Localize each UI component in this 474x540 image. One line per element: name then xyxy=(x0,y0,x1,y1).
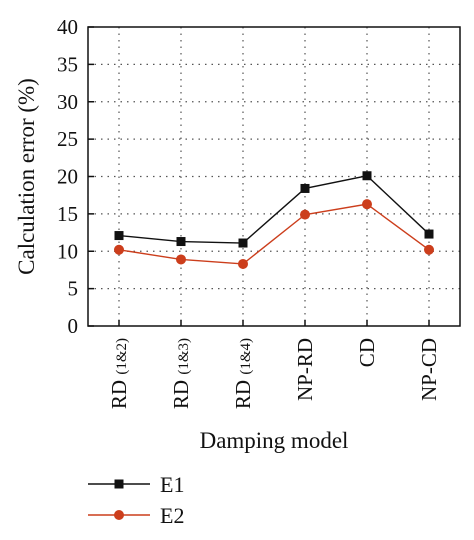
data-point xyxy=(362,199,372,210)
data-point xyxy=(300,209,310,220)
legend-item-E2: E2 xyxy=(88,503,184,528)
series-E1 xyxy=(114,171,434,248)
y-tick-label: 0 xyxy=(68,314,79,338)
y-tick-label: 25 xyxy=(57,127,78,151)
y-tick-label: 20 xyxy=(57,165,78,189)
y-tick-label: 30 xyxy=(57,90,78,114)
plot-frame xyxy=(87,26,461,327)
legend-label: E1 xyxy=(160,472,184,497)
axis-ticks xyxy=(88,26,430,327)
y-tick-labels: 0 5 10 15 20 25 30 35 40 xyxy=(57,15,78,338)
x-tick-label: CD xyxy=(355,338,379,367)
x-tick-labels: RD (1&2) RD (1&3) RD (1&4) NP-RD CD NP-CD xyxy=(107,338,441,409)
series-line-E2 xyxy=(118,203,430,265)
legend-item-E1: E1 xyxy=(88,472,184,497)
y-axis-title: Calculation error (%) xyxy=(14,78,39,275)
y-tick-label: 40 xyxy=(57,15,78,39)
data-point xyxy=(300,183,310,193)
x-tick-label: NP-CD xyxy=(417,338,441,401)
legend-marker xyxy=(114,479,124,489)
data-point xyxy=(114,244,124,255)
data-point xyxy=(176,254,186,265)
series-line-E1 xyxy=(118,174,430,244)
grid xyxy=(88,27,460,326)
x-tick-label: RD (1&3) xyxy=(169,338,193,409)
data-point xyxy=(424,244,434,255)
series xyxy=(114,171,434,269)
x-tick-label: RD (1&4) xyxy=(231,338,255,409)
x-axis-title: Damping model xyxy=(200,428,349,453)
series-E2 xyxy=(114,199,434,269)
data-point xyxy=(238,258,248,269)
data-point xyxy=(362,171,372,181)
y-tick-label: 5 xyxy=(68,277,79,301)
data-point xyxy=(424,229,434,239)
data-point xyxy=(176,237,186,247)
legend-label: E2 xyxy=(160,503,184,528)
y-tick-label: 15 xyxy=(57,202,78,226)
y-tick-label: 35 xyxy=(57,52,78,76)
data-point xyxy=(114,231,124,241)
x-tick-label: NP-RD xyxy=(293,338,317,401)
y-tick-label: 10 xyxy=(57,239,78,263)
x-tick-label: RD (1&2) xyxy=(107,338,131,409)
data-point xyxy=(238,238,248,248)
legend-marker xyxy=(114,510,124,520)
